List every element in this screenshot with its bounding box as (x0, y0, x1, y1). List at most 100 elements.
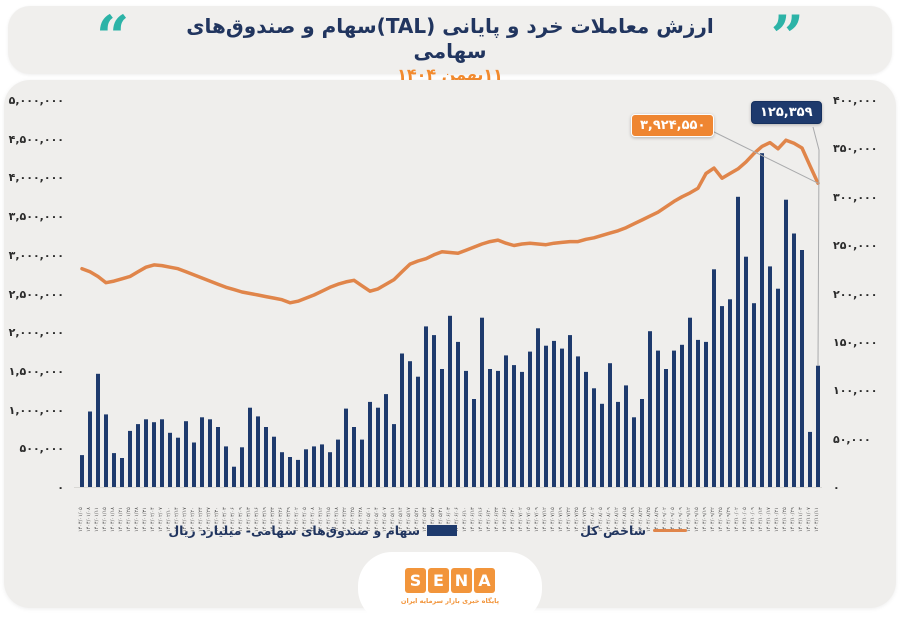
bar (800, 250, 804, 487)
bar (104, 414, 108, 487)
left-axis-tick: ۱,۵۰۰,۰۰۰ (8, 364, 64, 378)
bar (248, 407, 252, 487)
page-date: ۱۱بهمن ۱۴۰۴ (397, 65, 503, 84)
bar (664, 369, 668, 487)
bar (488, 369, 492, 487)
bar (80, 455, 84, 487)
bar (784, 199, 788, 487)
left-axis-tick: ۵۰۰,۰۰۰ (19, 442, 64, 456)
line-callout-leader (705, 127, 819, 184)
bar (792, 233, 796, 487)
bar (624, 385, 628, 487)
bar (608, 363, 612, 487)
bar (392, 424, 396, 487)
bar (640, 399, 644, 487)
bar (552, 340, 556, 487)
right-axis-tick: ۱۵۰,۰۰۰ (833, 335, 878, 349)
bar (144, 419, 148, 487)
bar-series-swatch (427, 525, 457, 536)
left-axis-tick: ۱,۰۰۰,۰۰۰ (8, 403, 64, 417)
bar (576, 356, 580, 487)
bar (120, 458, 124, 487)
bar (264, 427, 268, 487)
bar (424, 326, 428, 487)
bar (688, 317, 692, 487)
page-title: ارزش معاملات خرد و پایانی (TAL)سهام و صن… (186, 14, 714, 63)
bar-end-callout: ۱۲۵,۳۵۹ (751, 101, 822, 124)
bar (520, 371, 524, 487)
right-axis-tick: ۲۰۰,۰۰۰ (833, 287, 878, 301)
bar (232, 466, 236, 487)
bar (728, 299, 732, 487)
bar (96, 373, 100, 487)
bar (184, 421, 188, 487)
right-axis-tick: ۵۰,۰۰۰ (833, 432, 871, 446)
open-quote-icon: “ (96, 3, 130, 71)
bar (528, 351, 532, 487)
bar (224, 446, 228, 487)
bar (240, 447, 244, 487)
bar (256, 416, 260, 487)
left-axis-tick: ۰ (57, 481, 64, 494)
bar (592, 388, 596, 487)
bar (136, 424, 140, 487)
bar (320, 444, 324, 487)
left-axis-tick: ۵,۰۰۰,۰۰۰ (8, 94, 64, 107)
bar (88, 411, 92, 487)
logo-letter-s: S (405, 568, 426, 593)
bar (384, 394, 388, 487)
title-block: ارزش معاملات خرد و پایانی (TAL)سهام و صن… (158, 14, 742, 84)
right-axis-tick: ۳۵۰,۰۰۰ (833, 142, 878, 156)
header: “ ” ارزش معاملات خرد و پایانی (TAL)سهام … (8, 3, 892, 84)
right-axis-tick: ۴۰۰,۰۰۰ (833, 94, 878, 107)
bar (584, 371, 588, 487)
legend-item-bars: سهام و صندوق‌های سهامی- میلیارد ریال (168, 523, 457, 538)
bar (440, 369, 444, 487)
line-end-callout: ۳,۹۲۴,۵۵۰ (631, 114, 715, 137)
bar (296, 459, 300, 487)
bar (568, 335, 572, 487)
bar (768, 266, 772, 487)
bar (696, 339, 700, 487)
left-axis-tick: ۳,۰۰۰,۰۰۰ (8, 248, 64, 262)
bar (480, 317, 484, 487)
sena-logo: S E N A (405, 568, 495, 593)
bar (216, 427, 220, 487)
bar (680, 344, 684, 487)
legend: سهام و صندوق‌های سهامی- میلیارد ریال شاخ… (0, 523, 900, 543)
bar (360, 439, 364, 487)
bar (400, 353, 404, 487)
bar (416, 376, 420, 487)
bar (152, 422, 156, 487)
bar (272, 436, 276, 487)
bar (544, 345, 548, 487)
bar (432, 335, 436, 487)
bar (672, 350, 676, 487)
line-series-swatch (653, 529, 687, 532)
bar (536, 328, 540, 487)
left-axis-tick: ۲,۰۰۰,۰۰۰ (8, 326, 64, 340)
bar (512, 365, 516, 487)
bar (128, 430, 132, 487)
bar (288, 457, 292, 487)
close-quote-icon: ” (770, 3, 804, 71)
bar (160, 419, 164, 487)
line-series-label: شاخص کل (580, 523, 646, 538)
bar (808, 431, 812, 487)
legend-item-line: شاخص کل (580, 523, 687, 538)
bar (744, 256, 748, 487)
bar (560, 348, 564, 487)
bar (648, 331, 652, 487)
logo-letter-n: N (451, 568, 472, 593)
bar (736, 196, 740, 488)
bar (304, 449, 308, 487)
bar (712, 269, 716, 487)
bar (376, 407, 380, 487)
bar (816, 365, 820, 487)
left-axis-tick: ۳,۵۰۰,۰۰۰ (8, 210, 64, 224)
bar (208, 419, 212, 487)
bar (632, 417, 636, 487)
bar (176, 437, 180, 487)
